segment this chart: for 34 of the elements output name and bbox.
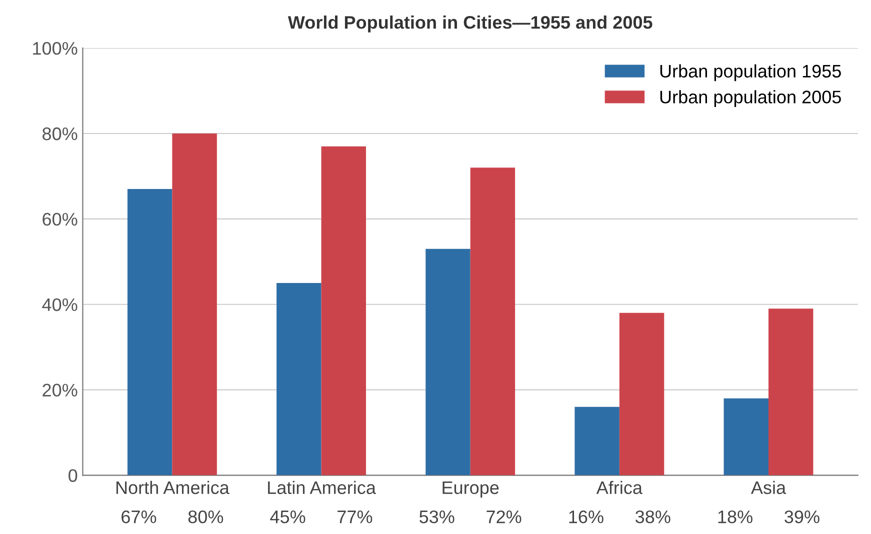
data-label: 38% — [636, 510, 670, 524]
bar — [276, 283, 322, 476]
data-label: 45% — [270, 510, 306, 524]
bar — [172, 134, 217, 476]
x-tick-label: Africa — [596, 480, 642, 494]
x-tick-label: North America — [116, 480, 230, 494]
bar — [321, 146, 366, 476]
bar — [724, 398, 768, 476]
data-label: 80% — [188, 510, 224, 524]
x-tick-label: Latin America — [268, 480, 376, 494]
bar — [470, 168, 516, 476]
bar — [426, 248, 470, 476]
y-tick-label: 100% — [33, 42, 78, 55]
data-label: 67% — [122, 510, 156, 524]
x-tick-label: Asia — [750, 480, 786, 494]
bar — [127, 189, 172, 476]
bar — [619, 312, 664, 476]
y-tick-label: 60% — [42, 212, 78, 226]
x-tick-label: Europe — [442, 481, 499, 498]
legend-label: Urban population 2005 — [660, 90, 841, 107]
y-tick-label: 20% — [42, 384, 78, 397]
data-label: 16% — [569, 510, 604, 524]
bar — [574, 406, 620, 476]
legend-label: Urban population 1955 — [660, 64, 841, 82]
bar — [768, 308, 814, 476]
data-label: 53% — [420, 510, 454, 524]
data-label: 72% — [486, 510, 522, 524]
y-tick-label: 40% — [42, 298, 78, 312]
y-tick-label: 80% — [42, 127, 78, 140]
chart-title: World Population in Cities—1955 and 2005 — [288, 16, 652, 32]
data-label: 39% — [784, 510, 820, 524]
data-label: 77% — [338, 510, 372, 524]
data-label: 18% — [718, 510, 752, 524]
y-tick-label: 0 — [68, 469, 78, 482]
